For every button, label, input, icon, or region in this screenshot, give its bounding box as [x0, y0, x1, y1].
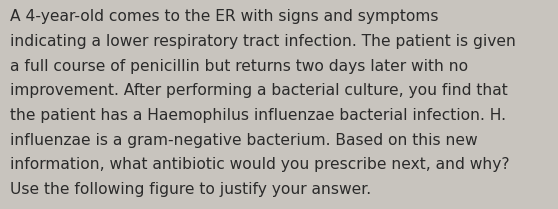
Text: the patient has a Haemophilus influenzae bacterial infection. H.: the patient has a Haemophilus influenzae…: [10, 108, 506, 123]
Text: improvement. After performing a bacterial culture, you find that: improvement. After performing a bacteria…: [10, 83, 508, 98]
Text: indicating a lower respiratory tract infection. The patient is given: indicating a lower respiratory tract inf…: [10, 34, 516, 49]
Text: a full course of penicillin but returns two days later with no: a full course of penicillin but returns …: [10, 59, 468, 74]
Text: Use the following figure to justify your answer.: Use the following figure to justify your…: [10, 182, 371, 197]
Text: information, what antibiotic would you prescribe next, and why?: information, what antibiotic would you p…: [10, 157, 509, 172]
Text: influenzae is a gram-negative bacterium. Based on this new: influenzae is a gram-negative bacterium.…: [10, 133, 478, 148]
Text: A 4-year-old comes to the ER with signs and symptoms: A 4-year-old comes to the ER with signs …: [10, 9, 439, 24]
